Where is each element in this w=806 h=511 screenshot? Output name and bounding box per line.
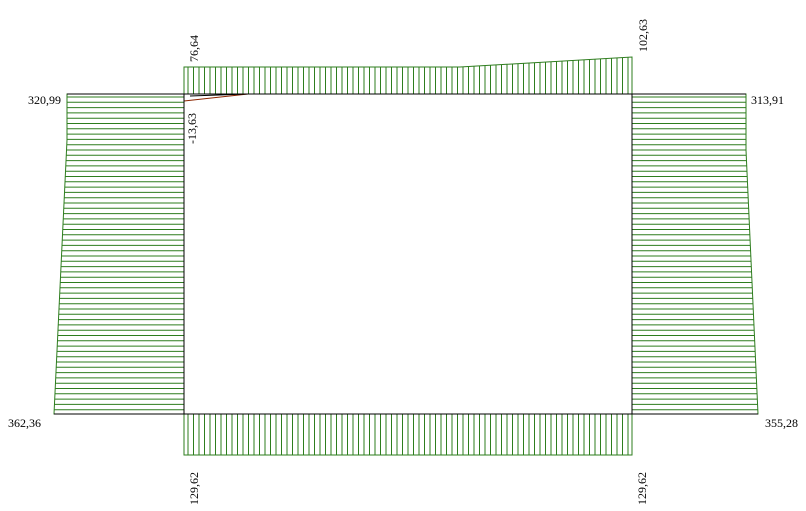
label-left-top: 320,99	[28, 93, 61, 107]
bottom-member-hatching	[187, 414, 629, 455]
top-member-diagram	[183, 56, 633, 102]
label-right-top: 313,91	[751, 93, 784, 107]
label-left-bottom: 362,36	[8, 416, 41, 430]
label-bottom-right: 129,62	[635, 472, 649, 505]
right-member-diagram-outline	[632, 93, 759, 415]
bottom-member-diagram-outline	[183, 414, 633, 456]
bottom-member-diagram	[183, 414, 633, 456]
right-member-hatching	[632, 96, 758, 411]
label-top-right: 102,63	[636, 19, 650, 52]
label-top-negative: -13,63	[185, 113, 199, 144]
left-member-diagram-outline	[53, 93, 184, 415]
label-top-left: 76,64	[187, 35, 201, 62]
left-member-diagram	[53, 93, 184, 415]
right-member-diagram	[632, 93, 759, 415]
left-member-hatching	[54, 96, 184, 411]
label-bottom-left: 129,62	[187, 472, 201, 505]
frame-outline	[183, 93, 633, 415]
top-member-hatching	[187, 57, 629, 94]
label-right-bottom: 355,28	[765, 416, 798, 430]
top-member-diagram-outline	[183, 56, 633, 94]
